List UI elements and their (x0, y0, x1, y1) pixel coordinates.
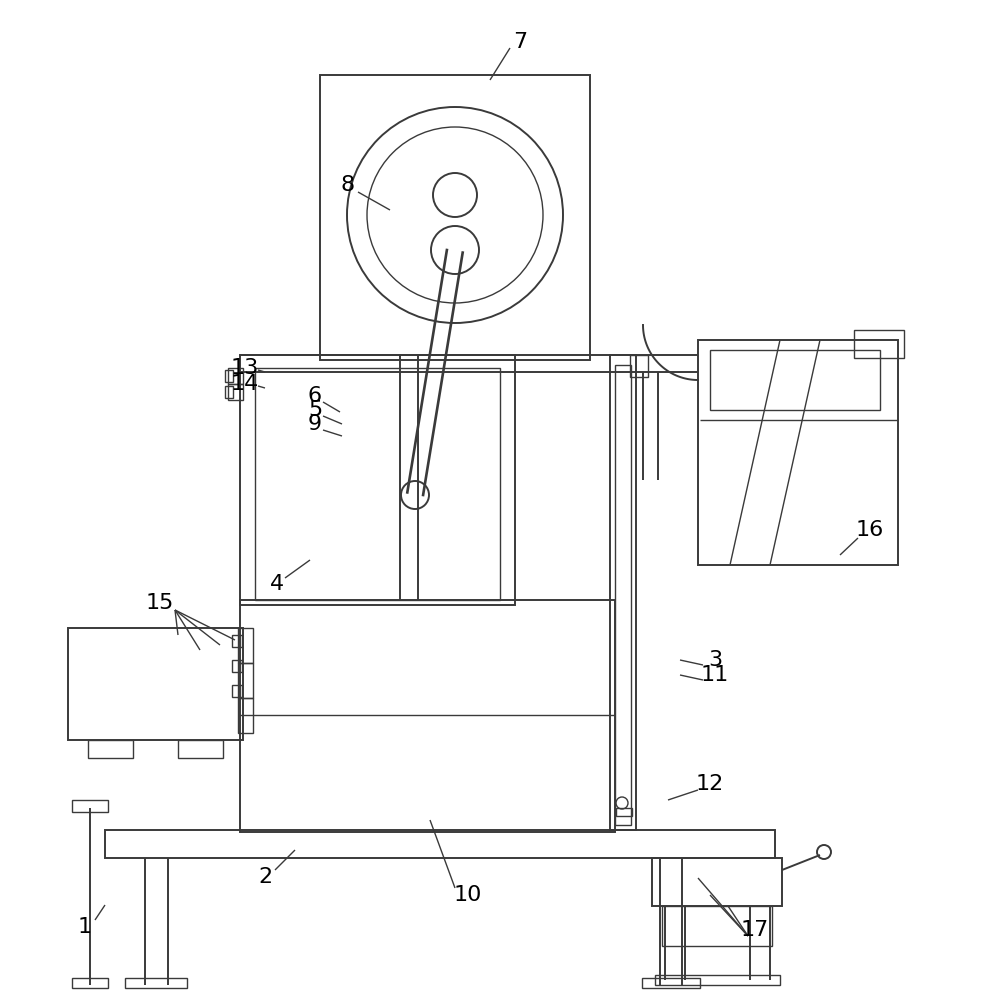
Bar (255, 368, 500, 600)
Bar (698, 340, 898, 565)
Bar (232, 635, 242, 647)
Text: 14: 14 (231, 374, 259, 394)
Bar (240, 355, 515, 605)
Bar (68, 628, 243, 740)
Bar (238, 663, 253, 698)
Text: 4: 4 (270, 574, 285, 594)
Bar (238, 628, 253, 663)
Text: 9: 9 (308, 414, 322, 434)
Text: 13: 13 (231, 358, 259, 378)
Bar (662, 906, 772, 946)
Bar (225, 386, 233, 398)
Bar (642, 978, 700, 988)
Bar (105, 830, 775, 858)
Text: 16: 16 (856, 520, 884, 540)
Text: 10: 10 (453, 885, 482, 905)
Text: 8: 8 (341, 175, 355, 195)
Bar (125, 978, 187, 988)
Bar (232, 660, 242, 672)
Bar (225, 370, 233, 382)
Text: 12: 12 (696, 774, 724, 794)
Text: 3: 3 (708, 650, 722, 670)
Bar (238, 698, 253, 733)
Bar (228, 384, 243, 400)
Bar (630, 355, 648, 377)
Bar (88, 740, 133, 758)
Text: 6: 6 (308, 386, 322, 406)
Text: 15: 15 (146, 593, 174, 613)
Bar (615, 365, 631, 825)
Text: 1: 1 (78, 917, 92, 937)
Bar (232, 685, 242, 697)
Bar (610, 355, 636, 830)
Bar (228, 368, 243, 384)
Bar (655, 975, 780, 985)
Bar (652, 858, 782, 906)
Text: 7: 7 (513, 32, 527, 52)
Bar (72, 978, 108, 988)
Text: 5: 5 (308, 400, 322, 420)
Bar (72, 800, 108, 812)
Text: 17: 17 (741, 920, 769, 940)
Bar (710, 350, 880, 410)
Text: 2: 2 (258, 867, 272, 887)
Bar (240, 600, 615, 832)
Bar (616, 808, 632, 816)
Bar (320, 75, 590, 360)
Text: 11: 11 (700, 665, 729, 685)
Bar (178, 740, 223, 758)
Bar (854, 330, 904, 358)
